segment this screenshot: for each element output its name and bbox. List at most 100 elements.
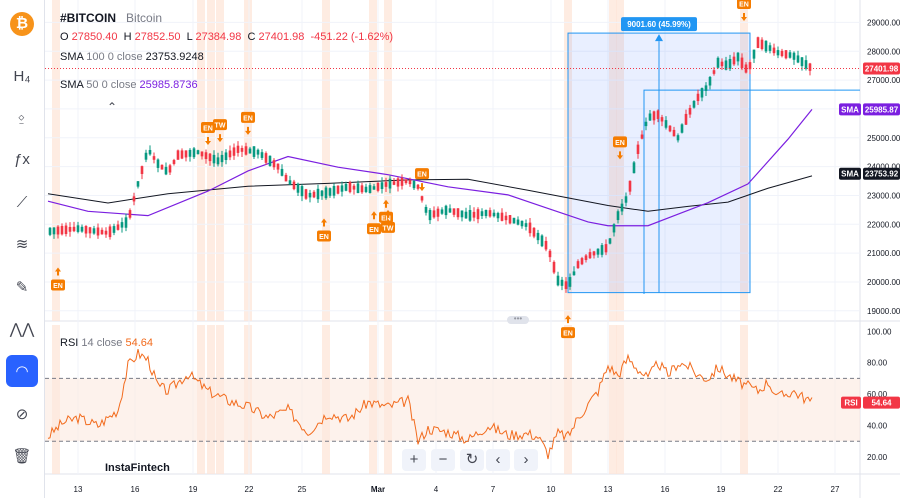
brush-icon[interactable]: ✎ xyxy=(15,279,29,296)
zoom-out-button[interactable]: − xyxy=(431,449,455,471)
highlight-band xyxy=(322,0,330,321)
candle-body xyxy=(328,188,332,196)
candle-body xyxy=(88,227,92,234)
candle-body xyxy=(780,50,784,57)
candle-body xyxy=(364,186,368,193)
scroll-right-button[interactable]: › xyxy=(514,449,538,471)
candle-body xyxy=(108,226,112,238)
highlight-band xyxy=(616,0,624,321)
rsi-tick-label: 60.00 xyxy=(867,390,888,399)
candle-body xyxy=(324,187,328,199)
ohlc-o-label: O xyxy=(60,31,69,43)
sma100-axis-label: SMA xyxy=(841,170,859,179)
price-tick-label: 23000.00 xyxy=(867,191,900,200)
time-tick-label: 22 xyxy=(245,485,254,494)
candle-body xyxy=(736,52,740,62)
chart-area[interactable]: 29000.0028000.0027000.0026000.0025000.00… xyxy=(45,0,900,498)
candle-body xyxy=(508,215,512,224)
candle-body xyxy=(196,150,200,155)
magnet-icon[interactable]: ◠ xyxy=(6,355,38,387)
candle-body xyxy=(724,60,728,70)
time-tick-label: 19 xyxy=(189,485,198,494)
en-sell-marker-label: EN xyxy=(243,115,253,122)
en-buy-marker-arrow xyxy=(383,199,389,208)
fib-icon[interactable]: ≋ xyxy=(15,236,29,253)
candle-body xyxy=(220,154,224,163)
candle-body xyxy=(336,185,340,194)
candle-body xyxy=(476,209,480,220)
candle-body xyxy=(280,168,284,176)
candle-body xyxy=(456,208,460,218)
candle-body xyxy=(764,40,768,52)
ohlc-change: -451.22 (-1.62%) xyxy=(310,31,394,43)
pane-resize-handle[interactable]: ••• xyxy=(507,315,529,324)
candle-body xyxy=(348,182,352,193)
trendline-icon[interactable]: ⟋ xyxy=(16,193,28,211)
sma100-legend[interactable]: SMA 100 0 close 23753.9248 xyxy=(60,51,204,63)
en-buy-marker-badge xyxy=(367,223,381,235)
candle-body xyxy=(100,229,104,235)
candle-body xyxy=(64,225,68,235)
candle-body xyxy=(792,52,796,60)
candle-body xyxy=(772,47,776,54)
rsi-legend[interactable]: RSI 14 close 54.64 xyxy=(60,337,153,349)
scroll-left-button[interactable]: ‹ xyxy=(486,449,510,471)
current-price-tag-bg xyxy=(863,62,900,75)
candle-body xyxy=(680,124,684,133)
bitcoin-logo-icon: ₿ xyxy=(10,12,34,36)
candle-body xyxy=(500,212,504,221)
candles-icon[interactable]: ⍚ xyxy=(17,107,27,125)
candle-body xyxy=(400,177,404,186)
zoom-in-button[interactable]: + xyxy=(402,449,426,471)
candle-body xyxy=(52,227,56,235)
rsi-tick-label: 80.00 xyxy=(867,359,888,368)
en-buy-marker-label: EN xyxy=(319,234,329,241)
candle-body xyxy=(548,250,552,258)
candle-body xyxy=(480,211,484,216)
candle-body xyxy=(624,196,628,203)
candle-body xyxy=(292,181,296,190)
trash-icon[interactable]: 🗑 xyxy=(12,448,32,465)
candle-body xyxy=(68,226,72,232)
rsi-tick-label: 20.00 xyxy=(867,453,888,462)
candle-body xyxy=(304,189,308,199)
candle-body xyxy=(92,228,96,234)
time-tick-label: 4 xyxy=(434,485,439,494)
candle-body xyxy=(800,57,804,67)
candle-body xyxy=(536,232,540,241)
sma50-legend[interactable]: SMA 50 0 close 25985.8736 xyxy=(60,79,198,91)
candle-body xyxy=(208,153,212,162)
candle-body xyxy=(472,211,476,218)
chart-svg[interactable]: 29000.0028000.0027000.0026000.0025000.00… xyxy=(45,0,900,498)
hide-drawings-icon[interactable]: ⊘ xyxy=(15,406,29,423)
tw-sell-marker-badge xyxy=(213,119,227,131)
ohlc-h-label: H xyxy=(123,31,132,43)
candle-body xyxy=(152,156,156,160)
en-sell-marker-arrow xyxy=(245,126,251,135)
time-tick-label: 19 xyxy=(717,485,726,494)
candle-body xyxy=(424,206,428,213)
reset-chart-icon[interactable]: ↻ xyxy=(460,449,484,471)
collapse-legend-chevron-up-icon[interactable]: ⌃ xyxy=(106,100,118,114)
sma50-value: 25985.8736 xyxy=(139,79,198,91)
timeframe-icon[interactable]: H₄ xyxy=(13,67,31,85)
candle-body xyxy=(272,160,276,168)
sma50-axis-label: SMA xyxy=(841,105,859,114)
time-tick-label: 16 xyxy=(661,485,670,494)
candle-body xyxy=(204,152,208,160)
candle-body xyxy=(776,50,780,56)
rsi-tick-label: 100.00 xyxy=(867,327,892,336)
candle-body xyxy=(688,107,692,115)
indicators-icon[interactable]: ƒx xyxy=(14,150,30,168)
candle-body xyxy=(712,70,716,74)
en-sell-marker-label: EN xyxy=(417,172,427,179)
en-buy-marker-badge xyxy=(51,279,65,291)
patterns-icon[interactable]: ⋀⋀ xyxy=(9,321,35,338)
candle-body xyxy=(628,180,632,192)
rsi-tick-label: 40.00 xyxy=(867,422,888,431)
sma100-axis-label-bg xyxy=(839,167,861,180)
candle-body xyxy=(492,212,496,217)
candles-group xyxy=(48,36,812,293)
candle-body xyxy=(408,180,412,185)
candle-body xyxy=(572,271,576,276)
